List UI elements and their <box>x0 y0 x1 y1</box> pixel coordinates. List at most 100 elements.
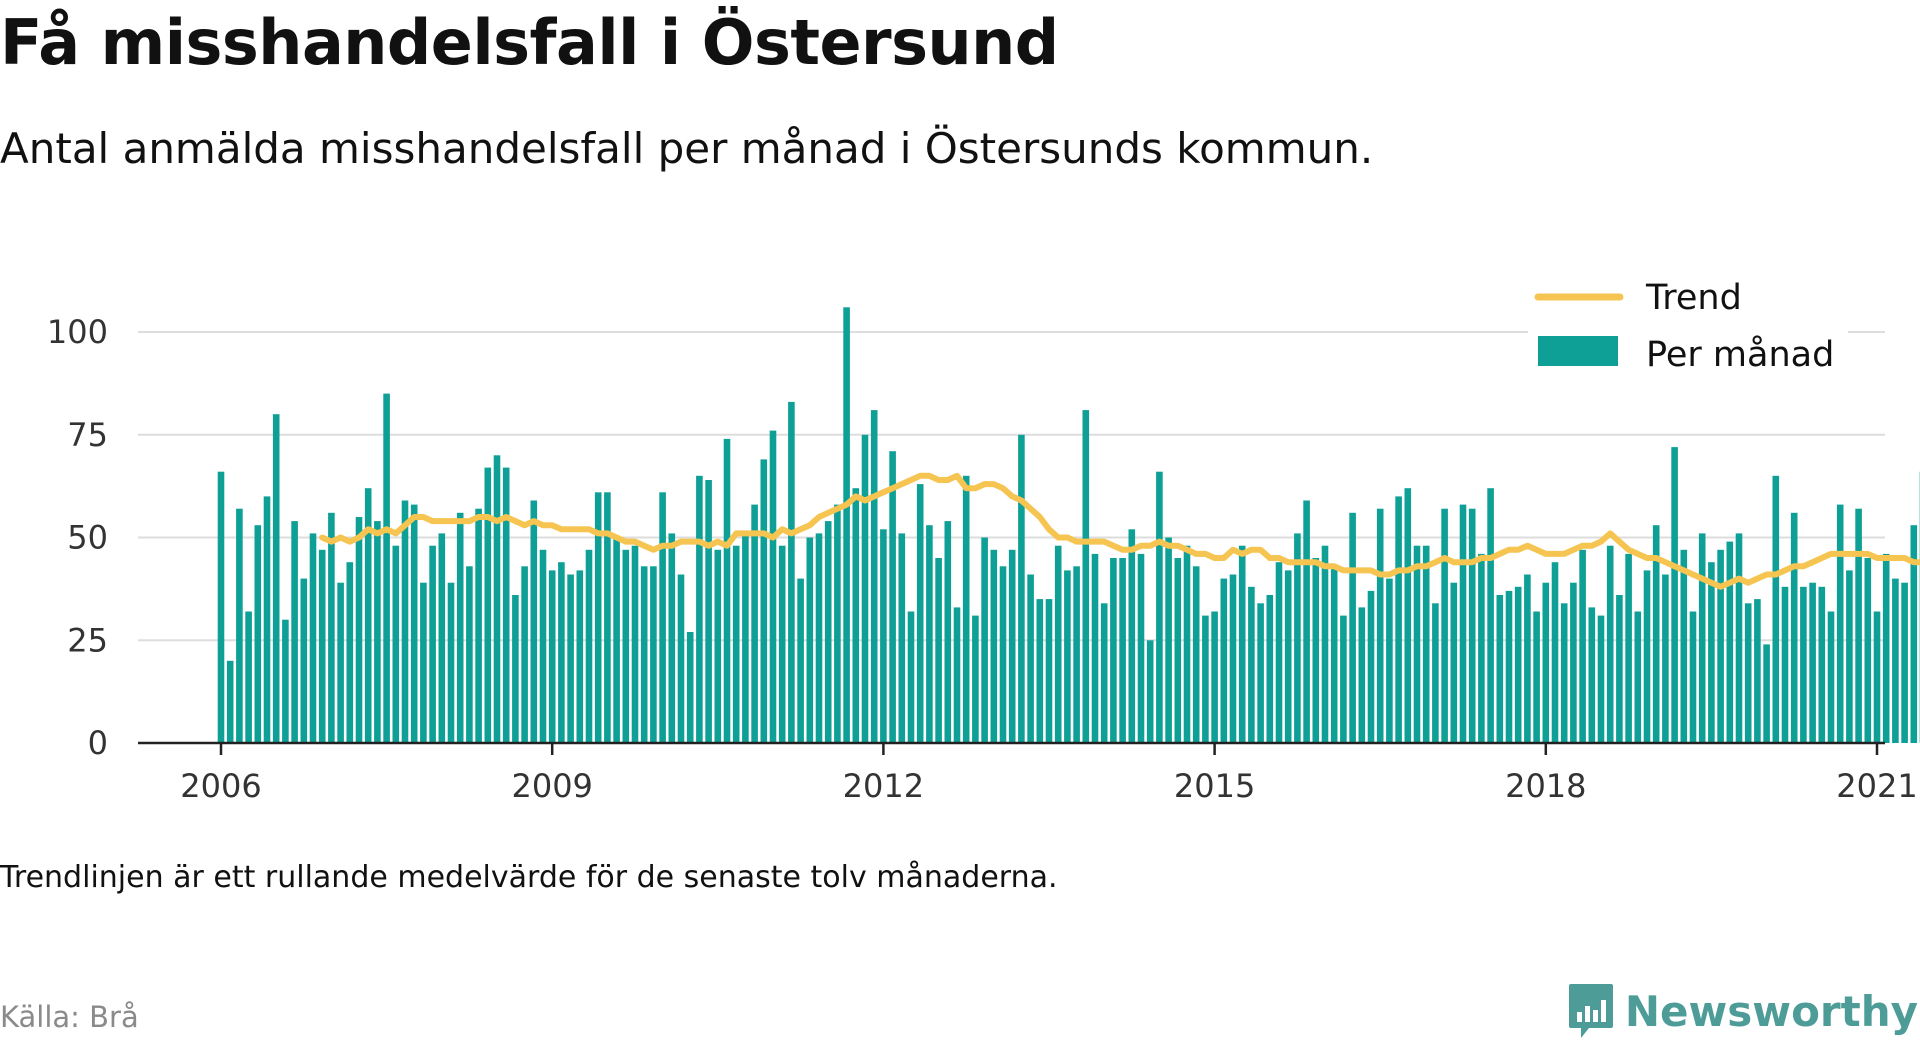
y-tick-label: 0 <box>88 724 108 762</box>
bar <box>1275 562 1283 743</box>
legend-bar-label: Per månad <box>1646 334 1834 375</box>
bar <box>714 549 722 743</box>
bar <box>1597 615 1605 743</box>
x-tick-label: 2006 <box>180 767 261 805</box>
bar <box>1008 549 1016 743</box>
bar <box>1625 553 1632 743</box>
chart-subtitle: Antal anmälda misshandelsfall per månad … <box>0 124 1374 173</box>
bar <box>1082 410 1090 743</box>
bar <box>364 488 372 743</box>
bar <box>1882 553 1890 743</box>
bar <box>889 451 896 743</box>
bar <box>1478 553 1485 743</box>
bar <box>1836 504 1844 743</box>
x-tick-label: 2021 <box>1836 767 1917 805</box>
bar <box>272 414 280 743</box>
bar <box>696 475 703 743</box>
bar <box>1220 578 1228 743</box>
bar <box>1662 574 1669 743</box>
bar <box>1496 595 1504 743</box>
bar <box>962 475 970 743</box>
bar <box>1487 488 1494 743</box>
bar <box>291 521 298 743</box>
bar <box>1551 562 1559 743</box>
brand-logo[interactable]: Newsworthy <box>1567 982 1918 1040</box>
trend-line-group <box>319 472 1920 590</box>
bar <box>935 558 942 743</box>
source-credit: Källa: Brå <box>0 1000 139 1034</box>
bar <box>1432 603 1439 743</box>
bar <box>650 566 657 743</box>
bar <box>1340 615 1347 743</box>
bar <box>1367 590 1375 743</box>
bar <box>1533 611 1540 743</box>
bar <box>806 537 814 743</box>
bar <box>548 570 556 743</box>
bar <box>355 517 363 744</box>
bar <box>466 566 473 743</box>
bar <box>420 582 427 743</box>
bar <box>245 611 252 743</box>
bar <box>1873 611 1881 743</box>
trend-line <box>319 472 1920 590</box>
bar <box>1294 533 1301 743</box>
bar <box>686 632 694 743</box>
legend-background <box>1528 268 1848 388</box>
bar <box>1229 574 1237 743</box>
bar <box>456 512 464 743</box>
bar <box>530 500 538 743</box>
bar <box>1211 611 1218 743</box>
bar <box>732 545 740 743</box>
bar <box>512 595 519 743</box>
bar <box>1073 566 1080 743</box>
bar <box>1376 508 1384 743</box>
bar <box>1100 603 1108 743</box>
bar <box>438 533 446 743</box>
bar <box>1524 574 1531 743</box>
bar <box>217 471 225 743</box>
bar <box>502 467 510 743</box>
x-tick-label: 2015 <box>1174 767 1255 805</box>
bar <box>778 545 786 743</box>
bar <box>1321 545 1329 743</box>
bar <box>1514 586 1522 743</box>
bar <box>1754 599 1761 743</box>
bar <box>1064 570 1071 743</box>
legend-trend-label: Trend <box>1645 278 1742 318</box>
bar <box>1735 533 1743 743</box>
bar <box>834 504 841 743</box>
bar <box>1459 504 1467 743</box>
bar <box>797 578 804 743</box>
bar <box>852 488 860 743</box>
bar <box>677 574 685 743</box>
bar <box>1349 512 1356 743</box>
bar <box>521 566 528 743</box>
bar <box>1616 595 1623 743</box>
bar <box>1165 537 1172 743</box>
bar <box>1708 562 1715 743</box>
bar <box>1588 607 1596 743</box>
bar <box>585 549 593 743</box>
bar <box>1174 558 1182 743</box>
bar <box>788 401 795 743</box>
bar <box>1698 533 1706 743</box>
bar <box>429 545 436 743</box>
bar <box>1128 529 1136 743</box>
bar <box>843 307 850 743</box>
bar <box>1119 558 1126 743</box>
bar <box>1781 586 1789 743</box>
bar <box>282 619 289 743</box>
y-tick-label: 50 <box>67 519 108 557</box>
bar <box>1450 582 1458 743</box>
bar <box>640 566 648 743</box>
bar <box>1137 553 1145 743</box>
axes: 02550751002006200920122015201820212023 <box>47 313 1918 805</box>
bar <box>475 508 482 743</box>
bar <box>1183 545 1191 743</box>
bar <box>1238 545 1246 743</box>
bar <box>944 521 952 743</box>
bar <box>1542 582 1550 743</box>
bar <box>1257 603 1264 743</box>
bar <box>318 549 326 743</box>
bar <box>1680 549 1688 743</box>
